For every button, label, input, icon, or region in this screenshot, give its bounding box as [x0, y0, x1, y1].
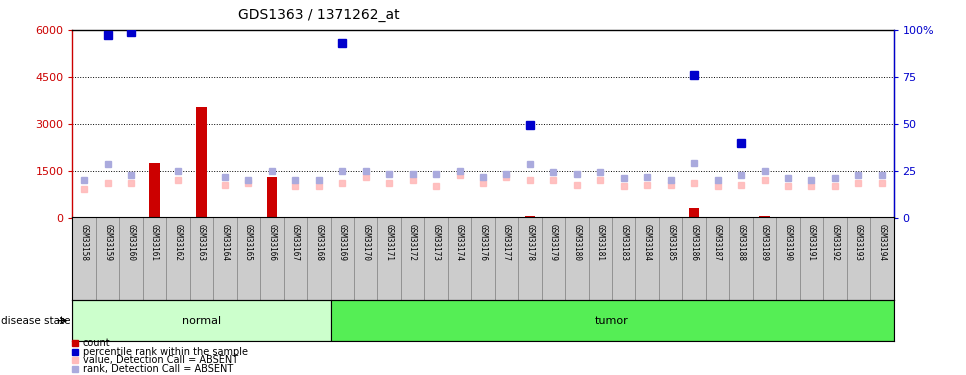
Bar [525, 216, 535, 217]
Text: disease state: disease state [1, 316, 71, 326]
Text: GSM33180: GSM33180 [572, 224, 582, 261]
Text: GSM33162: GSM33162 [174, 224, 183, 261]
Text: GSM33178: GSM33178 [526, 224, 534, 261]
Text: GSM33190: GSM33190 [783, 224, 792, 261]
Text: value, Detection Call = ABSENT: value, Detection Call = ABSENT [83, 356, 238, 365]
Bar [150, 163, 159, 218]
Text: GSM33160: GSM33160 [127, 224, 135, 261]
Bar [759, 216, 770, 217]
Text: GSM33179: GSM33179 [549, 224, 558, 261]
Text: GSM33176: GSM33176 [478, 224, 488, 261]
Bar [267, 177, 277, 218]
Text: GSM33170: GSM33170 [361, 224, 370, 261]
Text: GSM33191: GSM33191 [807, 224, 816, 261]
Text: GSM33174: GSM33174 [455, 224, 464, 261]
Text: GSM33167: GSM33167 [291, 224, 299, 261]
Text: GSM33169: GSM33169 [338, 224, 347, 261]
Text: GSM33192: GSM33192 [831, 224, 839, 261]
Text: GSM33181: GSM33181 [596, 224, 605, 261]
Text: GSM33194: GSM33194 [877, 224, 887, 261]
Text: GSM33189: GSM33189 [760, 224, 769, 261]
Text: GSM33166: GSM33166 [268, 224, 276, 261]
Text: tumor: tumor [595, 316, 629, 326]
Bar [689, 208, 699, 218]
Bar [72, 300, 330, 341]
Text: GSM33186: GSM33186 [690, 224, 698, 261]
Text: GSM33171: GSM33171 [384, 224, 394, 261]
Bar [330, 300, 894, 341]
Text: GSM33187: GSM33187 [713, 224, 723, 261]
Text: GSM33161: GSM33161 [150, 224, 159, 261]
Text: GSM33168: GSM33168 [314, 224, 324, 261]
Text: rank, Detection Call = ABSENT: rank, Detection Call = ABSENT [83, 364, 233, 374]
Text: GSM33164: GSM33164 [220, 224, 230, 261]
Text: GSM33173: GSM33173 [432, 224, 440, 261]
Text: GSM33193: GSM33193 [854, 224, 863, 261]
Text: normal: normal [182, 316, 221, 326]
Text: GSM33188: GSM33188 [736, 224, 746, 261]
Text: percentile rank within the sample: percentile rank within the sample [83, 347, 247, 357]
Text: GSM33159: GSM33159 [103, 224, 112, 261]
Text: GDS1363 / 1371262_at: GDS1363 / 1371262_at [238, 8, 400, 21]
Text: GSM33163: GSM33163 [197, 224, 206, 261]
Text: GSM33172: GSM33172 [408, 224, 417, 261]
Text: GSM33183: GSM33183 [619, 224, 628, 261]
Text: GSM33184: GSM33184 [642, 224, 652, 261]
Text: GSM33177: GSM33177 [502, 224, 511, 261]
Text: GSM33165: GSM33165 [243, 224, 253, 261]
Bar [196, 106, 207, 218]
Text: GSM33158: GSM33158 [79, 224, 89, 261]
Text: count: count [83, 338, 110, 348]
Text: GSM33185: GSM33185 [667, 224, 675, 261]
